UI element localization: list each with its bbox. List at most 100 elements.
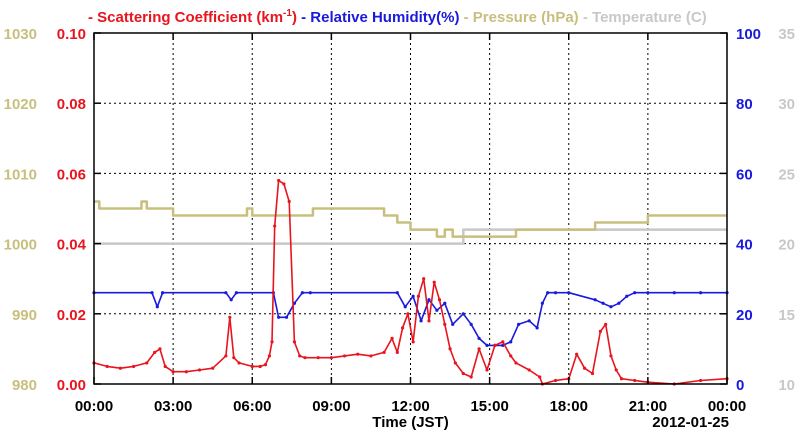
scattering-point: [501, 340, 505, 344]
scattering-point: [287, 199, 291, 204]
scattering-point: [527, 368, 531, 372]
scattering-point: [575, 352, 579, 356]
scattering-point: [448, 347, 452, 351]
scattering-point: [453, 361, 457, 365]
pressure-tick-label: 980: [12, 377, 37, 394]
scattering-point: [461, 371, 465, 376]
pressure-tick-label: 1000: [4, 237, 37, 254]
date-label: 2012-01-25: [652, 414, 729, 431]
temperature-tick-label: 15: [778, 307, 795, 324]
scattering-point: [228, 315, 232, 319]
scattering-point: [105, 364, 109, 369]
humidity-point: [443, 301, 447, 305]
humidity-point: [229, 298, 233, 302]
humidity-point: [411, 294, 415, 298]
humidity-point: [395, 291, 399, 295]
scattering-point: [158, 347, 162, 351]
humidity-point: [567, 291, 571, 295]
scattering-tick-label: 0.02: [57, 307, 86, 324]
humidity-point: [284, 315, 289, 319]
humidity-tick-label: 100: [736, 26, 761, 43]
pressure-tick-label: 1020: [4, 96, 37, 113]
humidity-tick-label: 60: [736, 166, 753, 183]
scattering-point: [282, 182, 286, 186]
scattering-tick-label: 0.10: [57, 26, 86, 43]
pressure-tick-label: 1010: [4, 166, 37, 183]
scattering-point: [303, 356, 307, 360]
humidity-point: [699, 291, 703, 295]
scattering-point: [619, 377, 624, 381]
scattering-point: [469, 375, 473, 379]
humidity-point: [609, 305, 613, 309]
humidity-point: [403, 305, 407, 309]
scattering-point: [422, 277, 426, 281]
humidity-point: [435, 308, 439, 312]
scattering-point: [237, 361, 241, 365]
chart-legend: - Scattering Coefficient (km-1) - Relati…: [88, 8, 707, 26]
temperature-tick-label: 30: [778, 96, 795, 113]
scattering-tick-label: 0.04: [57, 237, 87, 254]
scattering-point: [493, 343, 497, 347]
humidity-point: [546, 291, 550, 295]
scattering-point: [211, 366, 215, 370]
x-tick-label: 00:00: [708, 398, 746, 415]
humidity-point: [451, 322, 455, 326]
scattering-point: [699, 378, 703, 383]
scattering-point: [171, 370, 175, 374]
pressure-tick-label: 1030: [4, 26, 37, 43]
humidity-point: [540, 301, 544, 305]
humidity-point: [150, 291, 154, 295]
x-tick-label: 15:00: [470, 398, 508, 415]
humidity-point: [469, 322, 473, 326]
scattering-point: [427, 319, 431, 323]
humidity-point: [477, 336, 481, 340]
scattering-point: [145, 361, 149, 365]
scattering-point: [197, 368, 202, 372]
scattering-tick-label: 0.00: [57, 377, 86, 394]
pressure-series-line: [94, 200, 727, 238]
humidity-point: [155, 305, 159, 309]
humidity-point: [224, 291, 228, 295]
scattering-point: [250, 364, 254, 369]
scattering-point: [184, 370, 188, 374]
x-tick-label: 06:00: [233, 398, 271, 415]
humidity-tick-label: 80: [736, 96, 753, 113]
humidity-point: [485, 343, 489, 347]
pressure-tick-label: 990: [12, 307, 37, 324]
scattering-point: [382, 350, 386, 355]
scattering-point: [609, 354, 613, 358]
scattering-point: [356, 352, 360, 356]
tick-layer: 00:00 03:00 06:00 09:00 12:00 15:00 18:00 21:00…: [4, 26, 795, 415]
x-tick-label: 03:00: [154, 398, 192, 415]
scattering-point: [437, 298, 442, 302]
humidity-point: [601, 301, 605, 305]
humidity-point: [234, 291, 239, 295]
x-tick-label: 18:00: [550, 398, 588, 415]
scattering-point: [277, 178, 281, 183]
scattering-point: [485, 368, 489, 372]
scattering-point: [633, 378, 637, 383]
temperature-tick-label: 25: [778, 166, 795, 183]
scattering-point: [232, 356, 236, 360]
humidity-point: [277, 315, 281, 319]
scattering-point: [316, 356, 320, 360]
temperature-tick-label: 20: [778, 237, 795, 254]
scattering-point: [292, 340, 297, 344]
scattering-point: [538, 375, 542, 379]
humidity-point: [672, 291, 676, 295]
humidity-point: [646, 291, 650, 295]
humidity-point: [553, 291, 558, 295]
humidity-point: [509, 340, 513, 344]
humidity-point: [593, 298, 597, 302]
legend-item: - Temperature (C): [579, 9, 707, 26]
humidity-point: [633, 291, 637, 295]
x-tick-label: 00:00: [75, 398, 113, 415]
humidity-point: [527, 319, 531, 323]
x-axis-label: Time (JST): [372, 414, 448, 431]
scattering-point: [369, 354, 373, 358]
scattering-point: [390, 336, 394, 340]
scattering-point: [509, 354, 513, 358]
humidity-tick-label: 20: [736, 307, 753, 324]
scattering-point: [395, 350, 399, 355]
